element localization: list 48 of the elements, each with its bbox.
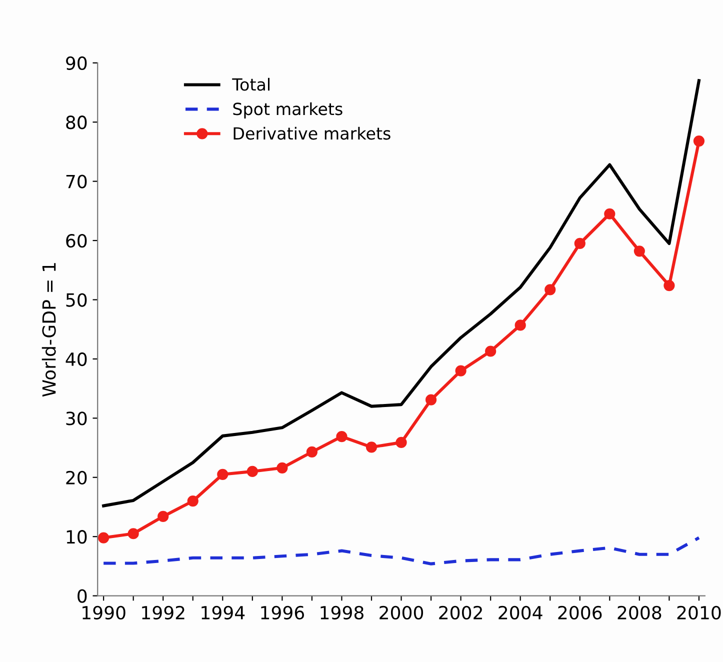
point xyxy=(485,346,496,357)
point xyxy=(514,320,526,331)
y-tick-label: 90 xyxy=(66,56,87,70)
point xyxy=(455,365,466,376)
y-axis-title: World-GDP = 1 xyxy=(42,263,56,397)
point xyxy=(187,496,198,507)
x-tick-label: 1992 xyxy=(142,606,184,620)
point xyxy=(396,436,407,448)
y-tick-label: 50 xyxy=(66,293,87,307)
point xyxy=(128,528,139,540)
point xyxy=(425,394,437,406)
x-tick-label: 2004 xyxy=(498,606,542,620)
point xyxy=(276,462,288,474)
y-tick-label: 20 xyxy=(66,470,87,484)
point xyxy=(158,510,169,522)
point xyxy=(98,532,110,544)
x-tick-label: 2000 xyxy=(380,606,424,620)
x-tick-label: 2002 xyxy=(439,606,482,620)
legend-label: Spot markets xyxy=(233,102,342,118)
legend-label: Derivative markets xyxy=(234,126,390,140)
point xyxy=(664,280,675,292)
point xyxy=(634,246,645,257)
x-tick-label: 2006 xyxy=(558,606,602,620)
x-tick-label: 2010 xyxy=(677,606,721,620)
y-tick-label: 80 xyxy=(66,116,87,130)
x-tick-label: 1990 xyxy=(82,606,126,620)
point xyxy=(604,208,616,220)
point xyxy=(336,430,348,442)
point xyxy=(574,238,586,250)
y-tick-label: 10 xyxy=(66,530,87,544)
y-tick-label: 0 xyxy=(78,589,87,603)
point xyxy=(544,284,556,296)
legend-label: Total xyxy=(232,78,270,91)
x-tick-label: 1998 xyxy=(320,606,364,620)
point xyxy=(306,446,318,458)
x-tick-label: 1996 xyxy=(261,606,304,620)
point xyxy=(217,468,228,480)
line-series xyxy=(102,79,700,508)
y-tick-label: 30 xyxy=(66,412,87,426)
y-tick-label: 60 xyxy=(66,234,87,248)
point xyxy=(366,442,378,453)
point xyxy=(693,135,705,147)
point xyxy=(246,466,258,478)
x-tick-label: 2008 xyxy=(618,606,662,620)
line-series xyxy=(102,536,700,566)
y-tick-label: 70 xyxy=(66,174,87,188)
x-tick-label: 1994 xyxy=(202,606,245,620)
y-tick-label: 40 xyxy=(66,352,87,366)
